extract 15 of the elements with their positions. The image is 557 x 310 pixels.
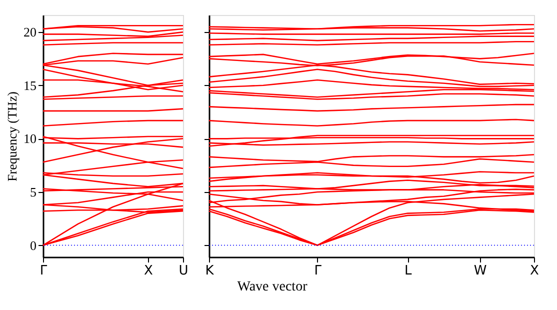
x-tick-label: L: [404, 264, 412, 278]
x-tick-label: U: [178, 264, 188, 278]
y-tick-label: 20: [24, 24, 36, 40]
x-tick-label: X: [530, 264, 540, 278]
x-tick-label: K: [205, 264, 214, 278]
y-tick-label: 15: [24, 78, 36, 93]
y-axis-title: Frequency (THz): [4, 92, 20, 182]
x-tick-label: Γ: [40, 264, 48, 278]
x-tick-label: W: [474, 264, 487, 278]
y-tick-label: 5: [30, 184, 36, 200]
y-tick-label: 10: [24, 131, 36, 146]
y-tick-label: 0: [30, 238, 36, 253]
x-tick-label: Γ: [314, 264, 322, 278]
x-tick-label: X: [144, 264, 154, 278]
x-axis-title: Wave vector: [237, 280, 308, 294]
